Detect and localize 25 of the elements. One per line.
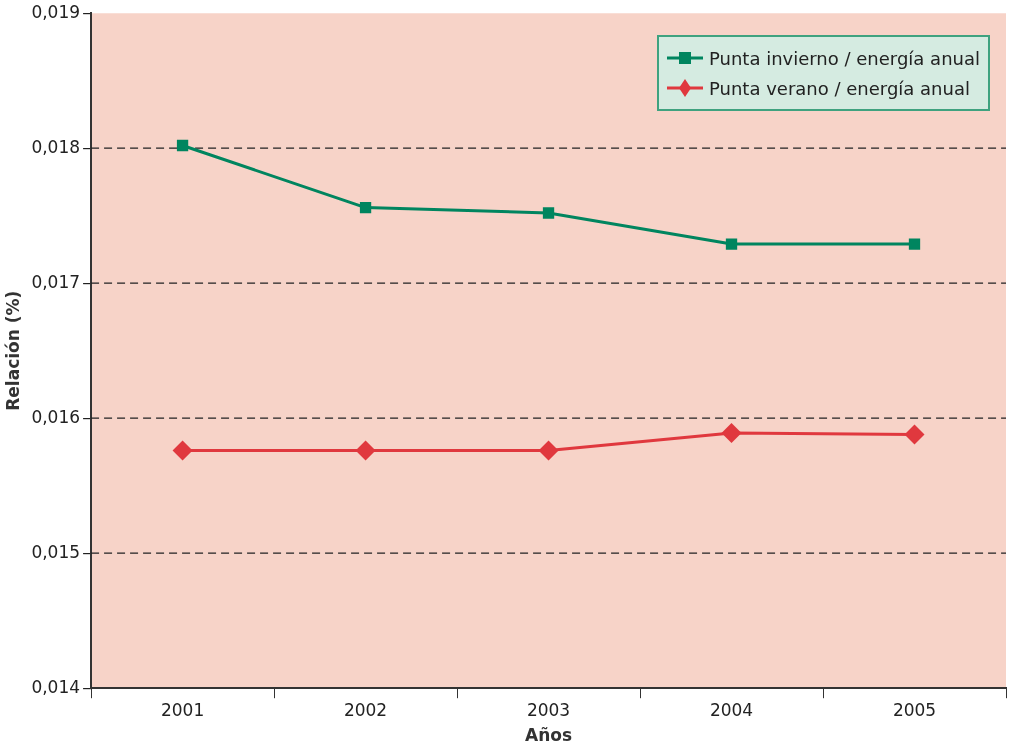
y-axis-title: Relación (%) (2, 290, 23, 411)
x-tick-label: 2003 (526, 699, 571, 720)
point (355, 440, 376, 461)
point (172, 440, 193, 461)
y-tick-label: 0,015 (31, 541, 81, 562)
x-tick-label: 2004 (709, 699, 754, 720)
x-tick-label: 2005 (892, 699, 937, 720)
legend-label: Punta invierno / energía anual (708, 47, 980, 69)
y-tick-label: 0,019 (31, 1, 81, 22)
y-tick-label: 0,014 (31, 676, 81, 697)
point (904, 424, 925, 445)
legend-label: Punta verano / energía anual (708, 77, 970, 99)
point (359, 201, 372, 214)
x-tick-label: 2002 (343, 699, 388, 720)
point (908, 238, 921, 250)
y-tick-label: 0,017 (31, 271, 81, 292)
point (542, 207, 555, 219)
y-tick-label: 0,016 (31, 406, 81, 427)
point (721, 423, 742, 444)
point (538, 440, 559, 461)
point (176, 139, 189, 152)
point (725, 238, 738, 250)
y-tick-label: 0,018 (31, 136, 81, 157)
x-tick-label: 2001 (160, 699, 205, 720)
x-axis-title: Años (525, 725, 573, 746)
